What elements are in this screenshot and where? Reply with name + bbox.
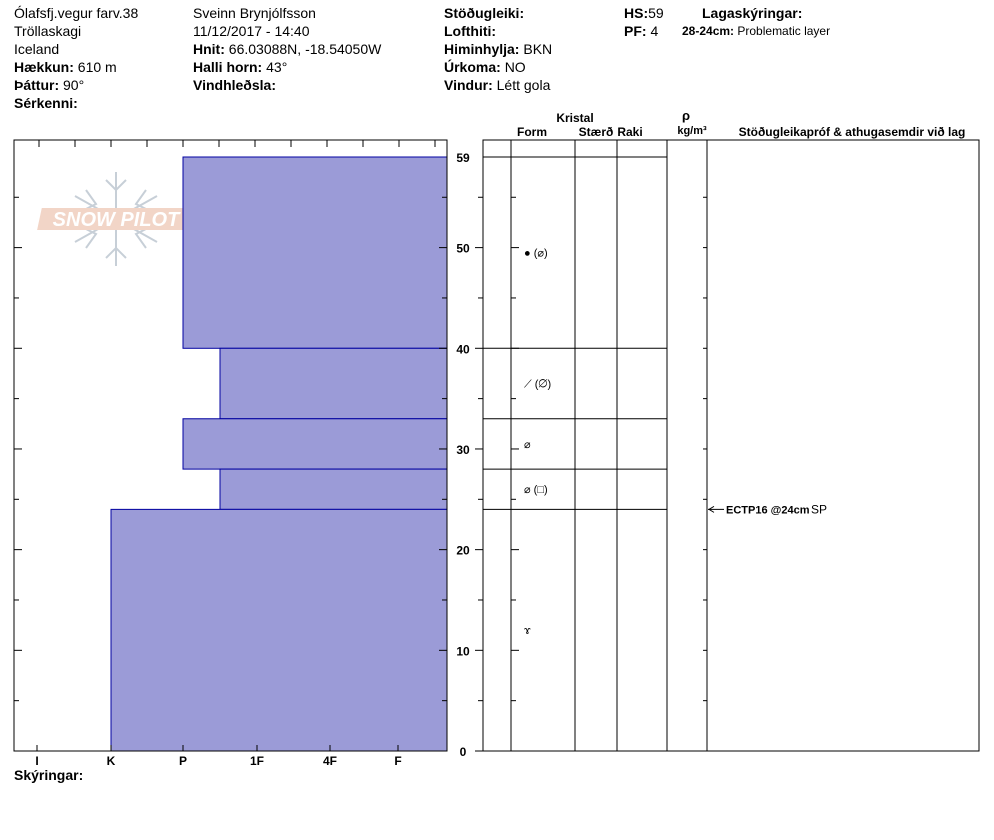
coords-row: Hnit: 66.03088N, -18.54050W	[193, 40, 381, 58]
wind-row: Vindur: Létt gola	[444, 76, 552, 94]
precip-row: Úrkoma: NO	[444, 58, 552, 76]
form-column-label: Form	[517, 125, 547, 139]
sky-label: Himinhylja:	[444, 41, 520, 57]
wind-loading-row: Vindhleðsla:	[193, 76, 381, 94]
aspect-label: Þáttur:	[14, 77, 60, 93]
location-name: Ólafsfj.vegur farv.38	[14, 5, 139, 21]
layer-bar-2	[182, 418, 448, 470]
stability-label: Stöðugleiki:	[444, 5, 525, 21]
coords-label: Hnit:	[193, 41, 225, 57]
hardness-tick-label: F	[394, 754, 401, 768]
hs-row: HS:59	[624, 4, 664, 22]
footer-notes-label: Skýringar:	[14, 767, 84, 783]
hardness-tick-label: K	[107, 754, 116, 768]
height-tick-label: 30	[456, 443, 470, 457]
hardness-tick-label: 1F	[250, 754, 264, 768]
grain-symbol: ● (⌀)	[524, 248, 548, 260]
hs-value: 59	[648, 5, 664, 21]
header-col-2: Sveinn Brynjólfsson 11/12/2017 - 14:40 H…	[193, 4, 381, 94]
hs-label: HS:	[624, 5, 649, 21]
hardness-plot-frame	[13, 139, 448, 752]
hardness-tick-label: I	[35, 754, 38, 768]
elevation-label: Hækkun:	[14, 59, 74, 75]
sky-value: BKN	[523, 41, 553, 57]
grain-symbol: ⌀ (□)	[524, 484, 548, 496]
air-temp-label: Lofthiti:	[444, 23, 497, 39]
grain-symbol: ɤ	[524, 625, 531, 637]
test-suffix: SP	[811, 502, 827, 516]
coords-value: 66.03088N, -18.54050W	[228, 41, 382, 57]
hardness-tick-label: P	[179, 754, 187, 768]
size-column-label: Stærð	[579, 125, 614, 139]
layer-note: 28-24cm: Problematic layer	[682, 22, 830, 40]
slope-row: Halli horn: 43°	[193, 58, 381, 76]
layer-bar-4	[110, 508, 448, 752]
height-tick-label: 10	[456, 644, 470, 658]
stability-tests: ECTP16 @24cm SP	[708, 502, 827, 516]
stability-row: Stöðugleiki:	[444, 4, 552, 22]
header-col-5: Lagaskýringar: 28-24cm: Problematic laye…	[682, 4, 830, 40]
pf-value: 4	[650, 23, 659, 39]
height-axis: 0 10 20 30 40 50 59	[14, 151, 470, 759]
layer-note-range: 28-24cm:	[682, 24, 735, 38]
tests-column-label: Stöðugleikapróf & athugasemdir við lag	[739, 125, 966, 139]
test-arrow-head	[708, 505, 715, 513]
crystal-group-label: Kristal	[556, 111, 593, 125]
layer-notes-row: Lagaskýringar:	[682, 4, 830, 22]
header-col-1: Ólafsfj.vegur farv.38 Tröllaskagi Icelan…	[14, 4, 138, 112]
wind-label: Vindur:	[444, 77, 493, 93]
layer-bar-3	[219, 468, 448, 510]
footer-notes: Skýringar:	[14, 766, 83, 784]
observation-datetime: 11/12/2017 - 14:40	[193, 23, 310, 39]
height-tick-label: 59	[456, 151, 470, 165]
hardness-tick-label: 4F	[323, 754, 337, 768]
features-row: Sérkenni:	[14, 94, 138, 112]
air-temp-row: Lofthiti:	[444, 22, 552, 40]
layer-bar-0	[182, 156, 448, 349]
height-tick-label: 0	[460, 745, 467, 759]
header-col-3: Stöðugleiki: Lofthiti: Himinhylja: BKN Ú…	[444, 4, 552, 94]
slope-value: 43°	[266, 59, 288, 75]
aspect-row: Þáttur: 90°	[14, 76, 138, 94]
layer-bar-1	[219, 347, 448, 420]
test-result: ECTP16 @24cm	[726, 504, 810, 516]
pf-label: PF:	[624, 23, 647, 39]
wind-loading-label: Vindhleðsla:	[193, 77, 276, 93]
pf-row: PF: 4	[624, 22, 664, 40]
aspect-value: 90°	[63, 77, 85, 93]
header-col-4: HS:59 PF: 4	[624, 4, 664, 40]
sky-row: Himinhylja: BKN	[444, 40, 552, 58]
snowpilot-logo: SNOW PILOT	[37, 172, 194, 266]
moisture-column-label: Raki	[617, 125, 642, 139]
grain-symbols: ● (⌀) ⟋ (⌀) ⌀ ⌀ (□) ɤ	[524, 248, 551, 638]
hardness-axis: I K P 1F 4F F	[35, 140, 436, 768]
precip-label: Úrkoma:	[444, 59, 501, 75]
layer-note-text: Problematic layer	[737, 24, 831, 38]
layer-notes-label: Lagaskýringar:	[702, 5, 803, 21]
grain-symbol: ⟋ (⌀)	[524, 379, 551, 391]
slope-label: Halli horn:	[193, 59, 263, 75]
observer-name: Sveinn Brynjólfsson	[193, 5, 316, 21]
layer-table: Kristal Form Stærð Raki ρ kg/m³ Stöðugleikapró…	[475, 108, 980, 752]
plot-border	[13, 139, 448, 752]
height-tick-label: 20	[456, 544, 470, 558]
wind-value: Létt gola	[496, 77, 551, 93]
region-name: Tröllaskagi	[14, 23, 82, 39]
hardness-layers	[110, 156, 448, 752]
density-unit-label: kg/m³	[677, 125, 707, 137]
grain-symbol: ⌀	[524, 439, 531, 451]
country-name: Iceland	[14, 41, 60, 57]
height-tick-label: 40	[456, 342, 470, 356]
elevation-row: Hækkun: 610 m	[14, 58, 138, 76]
elevation-value: 610 m	[77, 59, 117, 75]
table-border	[482, 139, 980, 752]
density-symbol: ρ	[682, 108, 690, 123]
height-tick-label: 50	[456, 242, 470, 256]
features-label: Sérkenni:	[14, 95, 78, 111]
precip-value: NO	[504, 59, 526, 75]
logo-text: SNOW PILOT	[53, 209, 181, 231]
